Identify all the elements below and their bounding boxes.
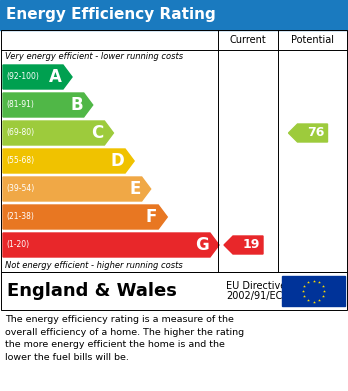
Text: 2002/91/EC: 2002/91/EC: [226, 291, 282, 301]
Text: Not energy efficient - higher running costs: Not energy efficient - higher running co…: [5, 261, 183, 270]
Text: 76: 76: [307, 127, 324, 140]
Text: England & Wales: England & Wales: [7, 282, 177, 300]
Text: E: E: [129, 180, 141, 198]
Text: (39-54): (39-54): [6, 185, 34, 194]
Text: Energy Efficiency Rating: Energy Efficiency Rating: [6, 7, 216, 23]
Text: The energy efficiency rating is a measure of the
overall efficiency of a home. T: The energy efficiency rating is a measur…: [5, 315, 244, 362]
Polygon shape: [3, 149, 134, 173]
Polygon shape: [3, 65, 72, 89]
Text: F: F: [146, 208, 157, 226]
Text: B: B: [70, 96, 83, 114]
Text: (55-68): (55-68): [6, 156, 34, 165]
Text: Very energy efficient - lower running costs: Very energy efficient - lower running co…: [5, 52, 183, 61]
Bar: [0, 0, 348, 30]
Text: Potential: Potential: [291, 35, 334, 45]
Text: G: G: [195, 236, 209, 254]
Text: A: A: [49, 68, 62, 86]
Text: (69-80): (69-80): [6, 129, 34, 138]
Polygon shape: [3, 205, 167, 229]
Text: 19: 19: [242, 239, 260, 251]
Text: (92-100): (92-100): [6, 72, 39, 81]
Polygon shape: [3, 177, 151, 201]
Text: (81-91): (81-91): [6, 100, 34, 109]
Polygon shape: [288, 124, 327, 142]
Text: (1-20): (1-20): [6, 240, 29, 249]
Bar: [1, 272, 347, 310]
Bar: [282, 276, 345, 306]
Polygon shape: [3, 121, 113, 145]
Text: (21-38): (21-38): [6, 212, 34, 221]
Bar: [1, 30, 347, 272]
Text: Current: Current: [230, 35, 266, 45]
Text: EU Directive: EU Directive: [226, 281, 286, 291]
Bar: [1, 30, 347, 272]
Text: C: C: [91, 124, 103, 142]
Polygon shape: [3, 93, 93, 117]
Polygon shape: [3, 233, 219, 257]
Polygon shape: [224, 236, 263, 254]
Text: D: D: [110, 152, 124, 170]
Bar: [1, 272, 347, 310]
